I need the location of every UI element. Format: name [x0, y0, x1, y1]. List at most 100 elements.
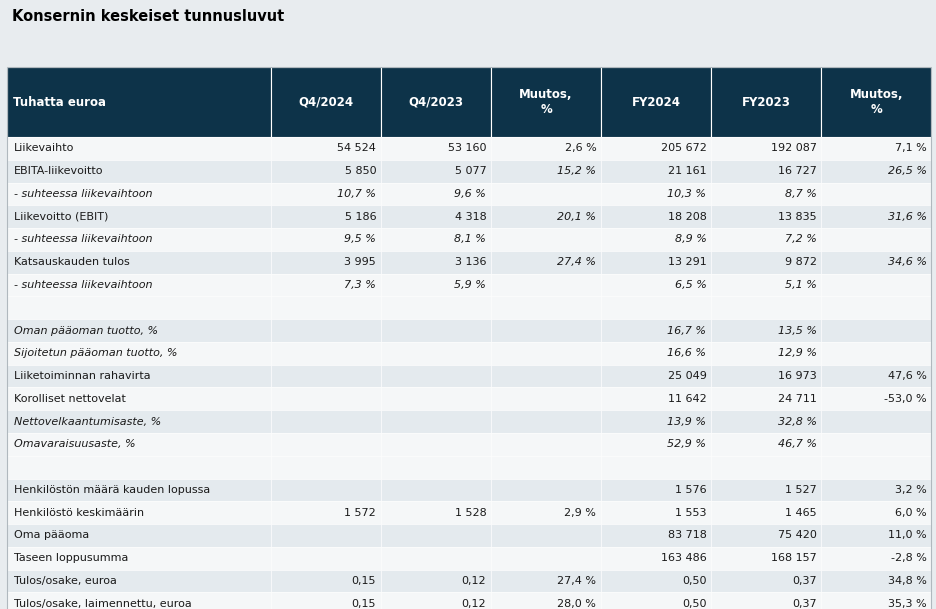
Bar	[381, 387, 491, 410]
Bar	[7, 273, 271, 297]
Text: 6,0 %: 6,0 %	[895, 508, 927, 518]
Text: 1 553: 1 553	[675, 508, 707, 518]
Bar	[381, 319, 491, 342]
Text: 1 528: 1 528	[455, 508, 487, 518]
Bar	[711, 273, 821, 297]
Bar	[821, 205, 931, 228]
Text: 5 850: 5 850	[344, 166, 376, 176]
Bar	[821, 137, 931, 160]
Bar	[711, 365, 821, 387]
Text: Oman pääoman tuotto, %: Oman pääoman tuotto, %	[14, 326, 158, 336]
Text: Omavaraisuusaste, %: Omavaraisuusaste, %	[14, 439, 136, 449]
Bar	[711, 297, 821, 319]
Bar	[7, 410, 271, 433]
Bar	[821, 319, 931, 342]
Bar	[381, 160, 491, 183]
Text: 7,2 %: 7,2 %	[784, 234, 816, 244]
Bar	[491, 479, 601, 501]
Text: 24 711: 24 711	[778, 394, 816, 404]
Bar	[491, 410, 601, 433]
Text: 12,9 %: 12,9 %	[778, 348, 816, 358]
Bar	[491, 273, 601, 297]
Text: 192 087: 192 087	[770, 143, 816, 153]
Text: 0,15: 0,15	[352, 599, 376, 609]
Bar	[271, 433, 381, 456]
Text: 13 291: 13 291	[667, 257, 707, 267]
Bar	[271, 501, 381, 524]
Text: 25 049: 25 049	[667, 371, 707, 381]
Text: 5 186: 5 186	[344, 212, 376, 222]
Text: 2,9 %: 2,9 %	[564, 508, 596, 518]
Text: 54 524: 54 524	[337, 143, 376, 153]
Text: 28,0 %: 28,0 %	[558, 599, 596, 609]
Bar	[7, 365, 271, 387]
Text: 0,37: 0,37	[792, 576, 816, 586]
Bar	[381, 228, 491, 251]
Text: 1 527: 1 527	[784, 485, 816, 495]
Bar	[601, 593, 711, 609]
Bar	[491, 365, 601, 387]
Text: 16 973: 16 973	[778, 371, 816, 381]
Text: Katsauskauden tulos: Katsauskauden tulos	[14, 257, 130, 267]
Text: Konsernin keskeiset tunnusluvut: Konsernin keskeiset tunnusluvut	[12, 9, 285, 24]
Bar	[821, 251, 931, 273]
Bar	[271, 273, 381, 297]
Bar	[271, 342, 381, 365]
Bar	[821, 501, 931, 524]
Text: Taseen loppusumma: Taseen loppusumma	[14, 553, 128, 563]
Bar	[7, 501, 271, 524]
Bar	[271, 456, 381, 479]
Text: Muutos,
%: Muutos, %	[519, 88, 573, 116]
Text: Muutos,
%: Muutos, %	[850, 88, 903, 116]
Text: 16 727: 16 727	[778, 166, 816, 176]
Bar	[7, 319, 271, 342]
Bar	[381, 547, 491, 569]
Bar	[491, 456, 601, 479]
Bar	[601, 273, 711, 297]
Bar	[711, 342, 821, 365]
Text: 5,1 %: 5,1 %	[784, 280, 816, 290]
Bar	[711, 319, 821, 342]
Bar	[711, 524, 821, 547]
Bar	[271, 524, 381, 547]
Bar	[381, 479, 491, 501]
Text: EBITA-liikevoitto: EBITA-liikevoitto	[14, 166, 104, 176]
Bar	[7, 342, 271, 365]
Bar	[821, 273, 931, 297]
Text: Nettovelkaantumisaste, %: Nettovelkaantumisaste, %	[14, 417, 161, 426]
Bar	[381, 297, 491, 319]
Text: Q4/2024: Q4/2024	[299, 96, 354, 108]
Bar	[381, 593, 491, 609]
Bar	[491, 547, 601, 569]
Bar	[271, 228, 381, 251]
Bar	[711, 479, 821, 501]
Bar	[271, 479, 381, 501]
Text: 5 077: 5 077	[455, 166, 487, 176]
Text: 47,6 %: 47,6 %	[887, 371, 927, 381]
Bar	[821, 183, 931, 205]
Bar	[601, 67, 711, 137]
Bar	[491, 205, 601, 228]
Bar	[601, 160, 711, 183]
Text: 0,15: 0,15	[352, 576, 376, 586]
Text: 52,9 %: 52,9 %	[667, 439, 707, 449]
Text: Sijoitetun pääoman tuotto, %: Sijoitetun pääoman tuotto, %	[14, 348, 178, 358]
Text: 15,2 %: 15,2 %	[557, 166, 596, 176]
Bar	[821, 160, 931, 183]
Bar	[7, 456, 271, 479]
Text: 46,7 %: 46,7 %	[778, 439, 816, 449]
Bar	[381, 456, 491, 479]
Text: 3 136: 3 136	[455, 257, 487, 267]
Bar	[271, 319, 381, 342]
Bar	[381, 273, 491, 297]
Text: 2,6 %: 2,6 %	[564, 143, 596, 153]
Bar	[601, 479, 711, 501]
Text: 3,2 %: 3,2 %	[895, 485, 927, 495]
Text: 205 672: 205 672	[661, 143, 707, 153]
Bar	[601, 297, 711, 319]
Bar	[491, 342, 601, 365]
Text: 75 420: 75 420	[778, 530, 816, 540]
Bar	[271, 410, 381, 433]
Bar	[711, 593, 821, 609]
Bar	[381, 183, 491, 205]
